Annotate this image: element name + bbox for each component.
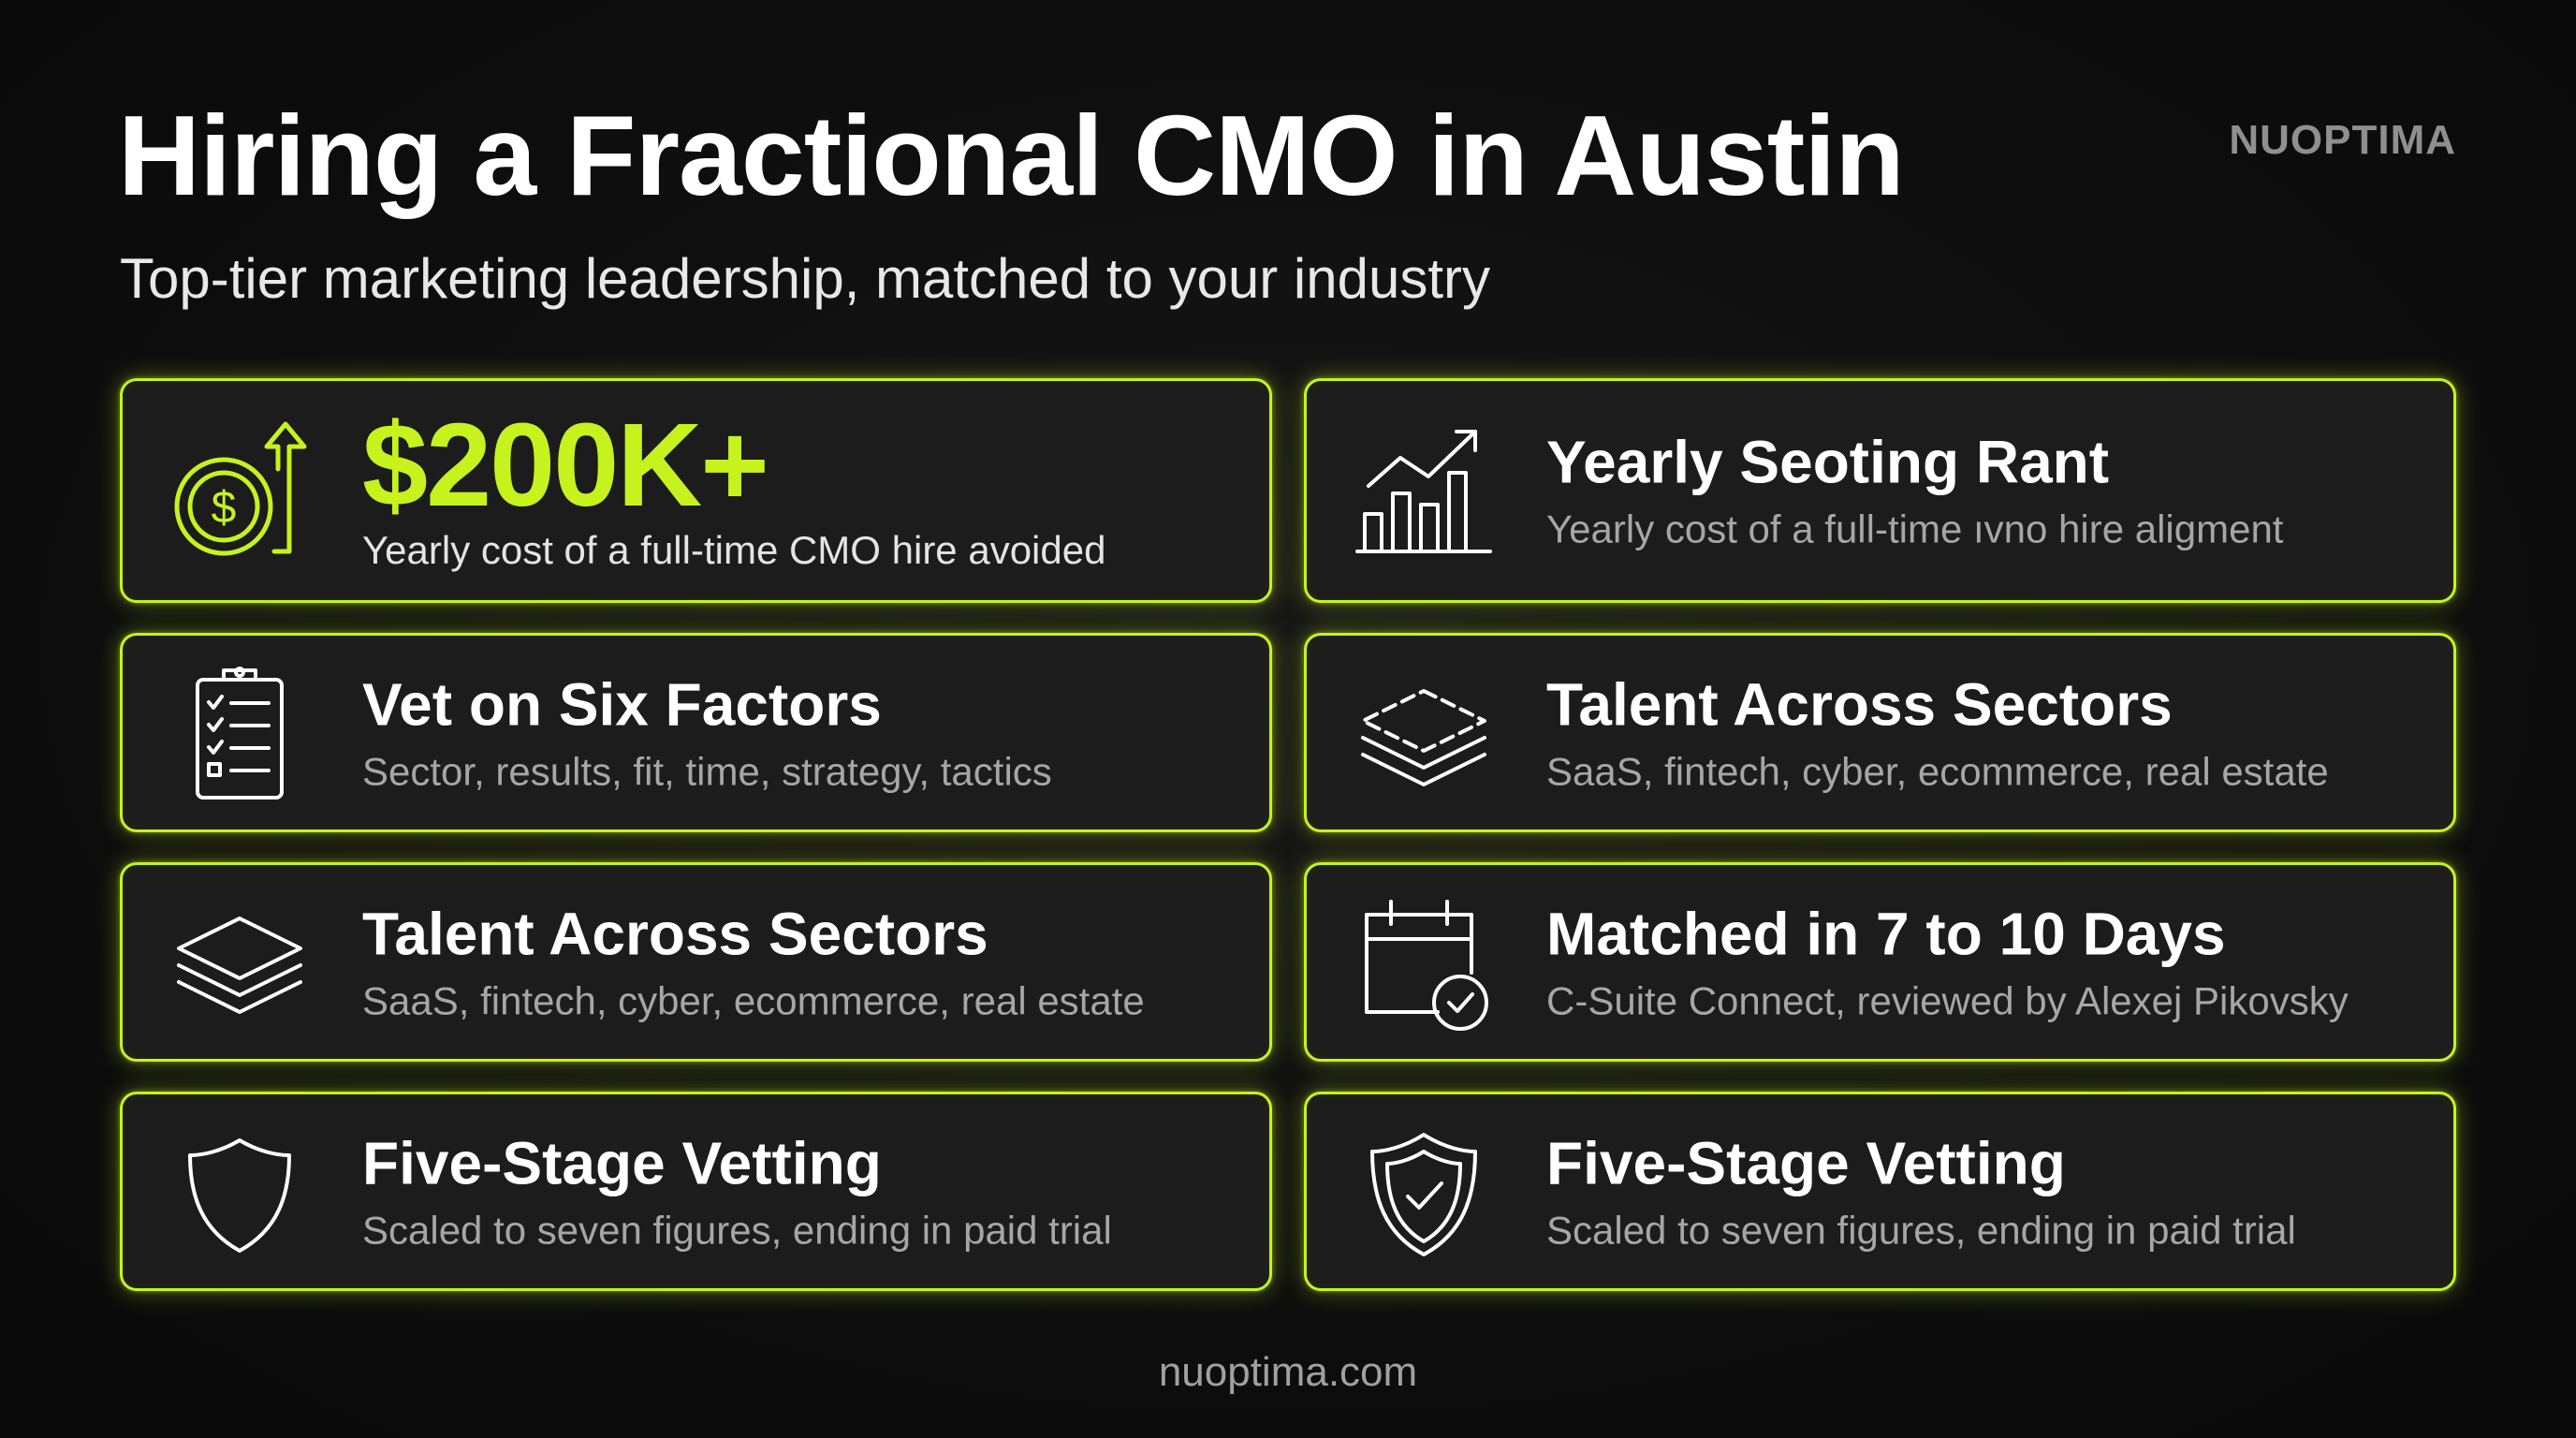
svg-text:$: $	[212, 483, 237, 533]
card-description: SaaS, fintech, cyber, ecommerce, real es…	[1546, 749, 2329, 794]
card-headline: $200K+	[362, 399, 769, 532]
feature-grid: $ $200K+ Yearly cost of a full-time CMO …	[120, 378, 2456, 1294]
calendar-check-icon	[1354, 892, 1494, 1033]
card-headline: Yearly Seoting Rant	[1546, 428, 2110, 496]
card-headline: Talent Across Sectors	[1546, 670, 2173, 739]
feature-card-five-stage-vetting-2: Five-Stage Vetting Scaled to seven figur…	[1304, 1092, 2456, 1291]
footer-url: nuoptima.com	[1158, 1349, 1418, 1395]
brand-logo: NUOPTIMA	[2229, 117, 2456, 163]
layers-dashed-icon	[1354, 663, 1494, 803]
feature-card-talent-sectors-2: Talent Across Sectors SaaS, fintech, cyb…	[120, 862, 1272, 1062]
card-headline: Five-Stage Vetting	[1546, 1129, 2066, 1197]
shield-icon	[169, 1122, 310, 1262]
card-description: Scaled to seven figures, ending in paid …	[362, 1208, 1112, 1253]
feature-card-vet-six-factors: Vet on Six Factors Sector, results, fit,…	[120, 633, 1272, 832]
feature-card-talent-sectors: Talent Across Sectors SaaS, fintech, cyb…	[1304, 633, 2456, 832]
card-description: Sector, results, fit, time, strategy, ta…	[362, 749, 1052, 794]
growth-chart-icon	[1354, 420, 1494, 561]
dollar-coin-arrow-icon: $	[169, 420, 310, 561]
feature-card-matched-days: Matched in 7 to 10 Days C-Suite Connect,…	[1304, 862, 2456, 1062]
page-subtitle: Top-tier marketing leadership, matched t…	[120, 247, 1491, 310]
shield-check-icon	[1354, 1122, 1494, 1262]
feature-card-cost-avoided: $ $200K+ Yearly cost of a full-time CMO …	[120, 378, 1272, 603]
card-headline: Matched in 7 to 10 Days	[1546, 900, 2226, 968]
feature-card-yearly-seoting: Yearly Seoting Rant Yearly cost of a ful…	[1304, 378, 2456, 603]
card-description: Yearly cost of a full-time CMO hire avoi…	[362, 527, 1106, 572]
card-description: Scaled to seven figures, ending in paid …	[1546, 1208, 2296, 1253]
card-description: SaaS, fintech, cyber, ecommerce, real es…	[362, 978, 1145, 1023]
card-headline: Five-Stage Vetting	[362, 1129, 882, 1197]
card-headline: Talent Across Sectors	[362, 900, 988, 968]
card-headline: Vet on Six Factors	[362, 670, 882, 739]
card-description: C-Suite Connect, reviewed by Alexej Piko…	[1546, 978, 2349, 1023]
feature-card-five-stage-vetting: Five-Stage Vetting Scaled to seven figur…	[120, 1092, 1272, 1291]
card-description: Yearly cost of a full-time ıvno hire ali…	[1546, 507, 2284, 552]
page-title: Hiring a Fractional CMO in Austin	[118, 92, 1905, 219]
layers-stack-icon	[169, 892, 310, 1033]
checklist-clipboard-icon	[169, 663, 310, 803]
